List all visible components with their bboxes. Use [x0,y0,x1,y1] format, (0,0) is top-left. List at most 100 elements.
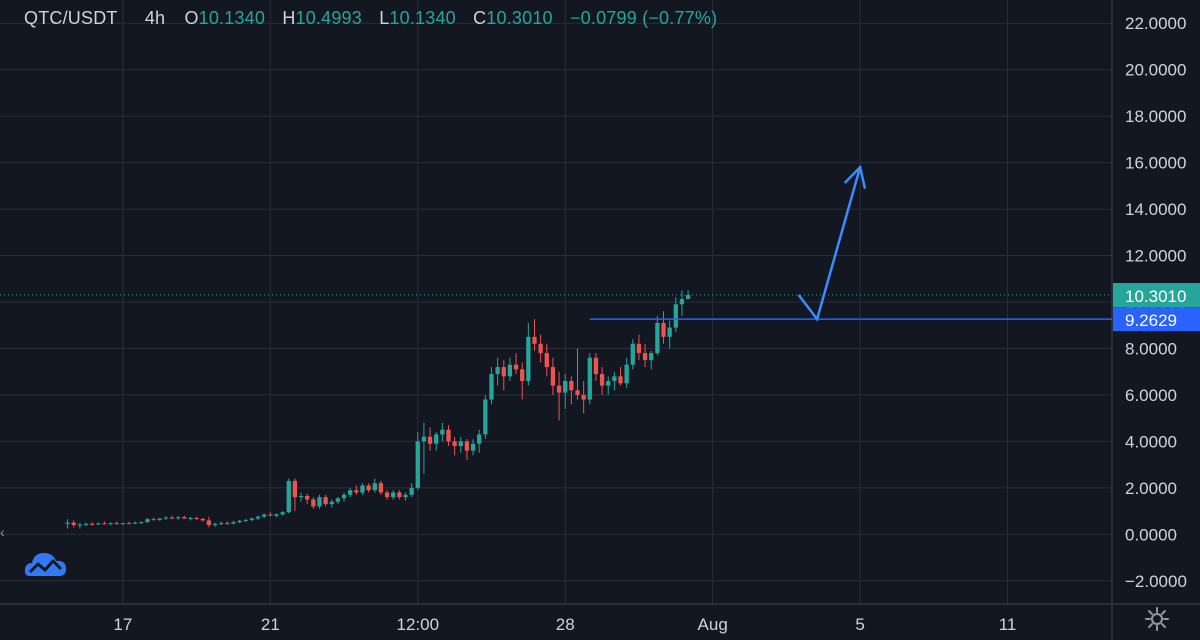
candle-body [673,304,678,328]
candle [255,515,261,520]
candle [360,483,365,495]
candle-body [513,364,519,370]
candle-body [477,434,482,444]
candle-body [360,485,365,493]
candle-body [434,434,439,444]
projection-arrow [797,166,862,322]
candle-body [329,501,334,505]
y-tick-label: 18.0000 [1125,107,1186,126]
candle [458,436,463,453]
candle-body [427,436,433,444]
candle [145,518,150,523]
candle-body [225,523,230,525]
candle-body [194,518,199,520]
candle [225,521,230,525]
candle-body [550,367,556,386]
candle [587,353,592,405]
candle-body [83,523,89,525]
candle [268,512,273,517]
candle-body [323,497,328,505]
y-tick-label: 20.0000 [1125,61,1186,80]
candle-body [139,522,144,524]
candle-body [120,523,126,525]
candle-body [606,380,611,386]
candle-body [391,492,396,498]
candle [200,518,205,522]
candle [569,376,574,405]
tradingview-cloud-icon[interactable] [24,546,68,584]
timeframe[interactable]: 4h [144,8,166,28]
candle [612,371,617,391]
candle [483,394,488,440]
level-price-label: 9.2629 [1125,311,1177,330]
candle [409,483,414,498]
candle-body [532,336,537,344]
candle-body [599,374,605,386]
candle [280,511,285,516]
candle [188,516,193,521]
candle [96,522,101,526]
candle-body [145,519,150,523]
candle-body [458,441,463,447]
candle [661,311,666,344]
x-tick-label: 17 [113,615,132,634]
candle-body [163,517,169,519]
y-tick-label: 4.0000 [1125,432,1177,451]
candle-body [495,367,500,375]
chevron-left-icon[interactable]: ‹ [0,524,5,540]
candle [649,350,654,370]
candle-body [237,520,242,523]
candle [421,422,427,474]
candle-body [366,485,371,491]
candle [507,357,513,381]
candle [532,319,537,351]
candle-body [317,497,322,507]
y-tick-label: 16.0000 [1125,154,1186,173]
candle-body [151,519,156,521]
last-price-label: 10.3010 [1125,287,1186,306]
candle-body [575,390,580,395]
candle [575,348,580,400]
candle [495,357,500,386]
candle [673,297,678,333]
candle [77,522,83,529]
y-tick-label: 0.0000 [1125,525,1177,544]
symbol-name[interactable]: QTC/USDT [24,8,118,28]
candle [219,521,224,526]
candle [212,522,218,527]
candle [655,315,660,356]
candle-body [612,376,617,381]
candle-body [219,523,224,525]
candle-body [268,514,273,516]
candle [630,339,635,370]
candle [163,516,169,520]
candle-body [415,441,420,488]
low-value: 10.1340 [389,8,456,28]
candle [139,521,144,524]
candle-body [96,523,101,525]
candle [120,522,126,525]
candle [446,425,451,447]
gear-icon[interactable] [1144,606,1170,632]
candle-body [440,429,445,435]
candle-body [464,441,470,451]
candle [329,499,334,508]
candle [151,517,156,521]
x-tick-label: 5 [855,615,864,634]
candle [403,492,408,501]
candle-body [372,483,377,491]
low-label: L [379,8,390,28]
candle-body [630,343,635,365]
candle [563,374,568,409]
x-tick-label: Aug [698,615,728,634]
y-tick-label: 8.0000 [1125,339,1177,358]
candle [157,518,162,521]
candle [311,497,316,509]
level-price-badge [1113,307,1200,332]
candle-body [348,490,353,495]
candle-body [587,357,592,400]
candle-body [501,367,506,377]
candle [317,494,322,509]
